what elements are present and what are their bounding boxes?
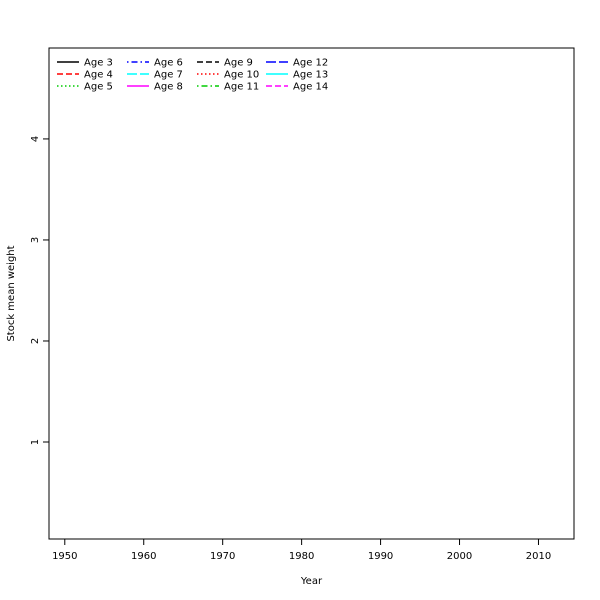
legend-label: Age 11	[224, 82, 259, 93]
y-tick-label: 3	[30, 237, 41, 243]
legend-label: Age 5	[84, 82, 113, 93]
legend-label: Age 7	[154, 70, 183, 81]
x-tick-label: 1960	[131, 551, 156, 562]
legend-label: Age 10	[224, 70, 259, 81]
x-tick-label: 2000	[447, 551, 472, 562]
x-tick-label: 1980	[289, 551, 314, 562]
y-tick-label: 1	[30, 439, 41, 445]
plot-frame	[48, 47, 575, 540]
legend-label: Age 4	[84, 70, 113, 81]
x-tick-label: 1990	[368, 551, 393, 562]
x-axis-title: Year	[300, 576, 323, 587]
x-tick-label: 1970	[210, 551, 235, 562]
legend-label: Age 13	[293, 70, 328, 81]
y-axis-title: Stock mean weight	[6, 245, 17, 341]
x-tick-label: 1950	[52, 551, 77, 562]
legend-label: Age 9	[224, 58, 253, 69]
x-tick-label: 2010	[526, 551, 551, 562]
y-axis: 1 2 3 4	[30, 136, 49, 445]
legend-label: Age 6	[154, 58, 183, 69]
legend-label: Age 3	[84, 58, 113, 69]
legend-label: Age 8	[154, 82, 183, 93]
x-axis: 1950 1960 1970 1980 1990 2000 2010	[52, 539, 551, 562]
legend-label: Age 12	[293, 58, 328, 69]
y-tick-label: 2	[30, 338, 41, 344]
legend-label: Age 14	[293, 82, 328, 93]
y-tick-label: 4	[30, 136, 41, 142]
